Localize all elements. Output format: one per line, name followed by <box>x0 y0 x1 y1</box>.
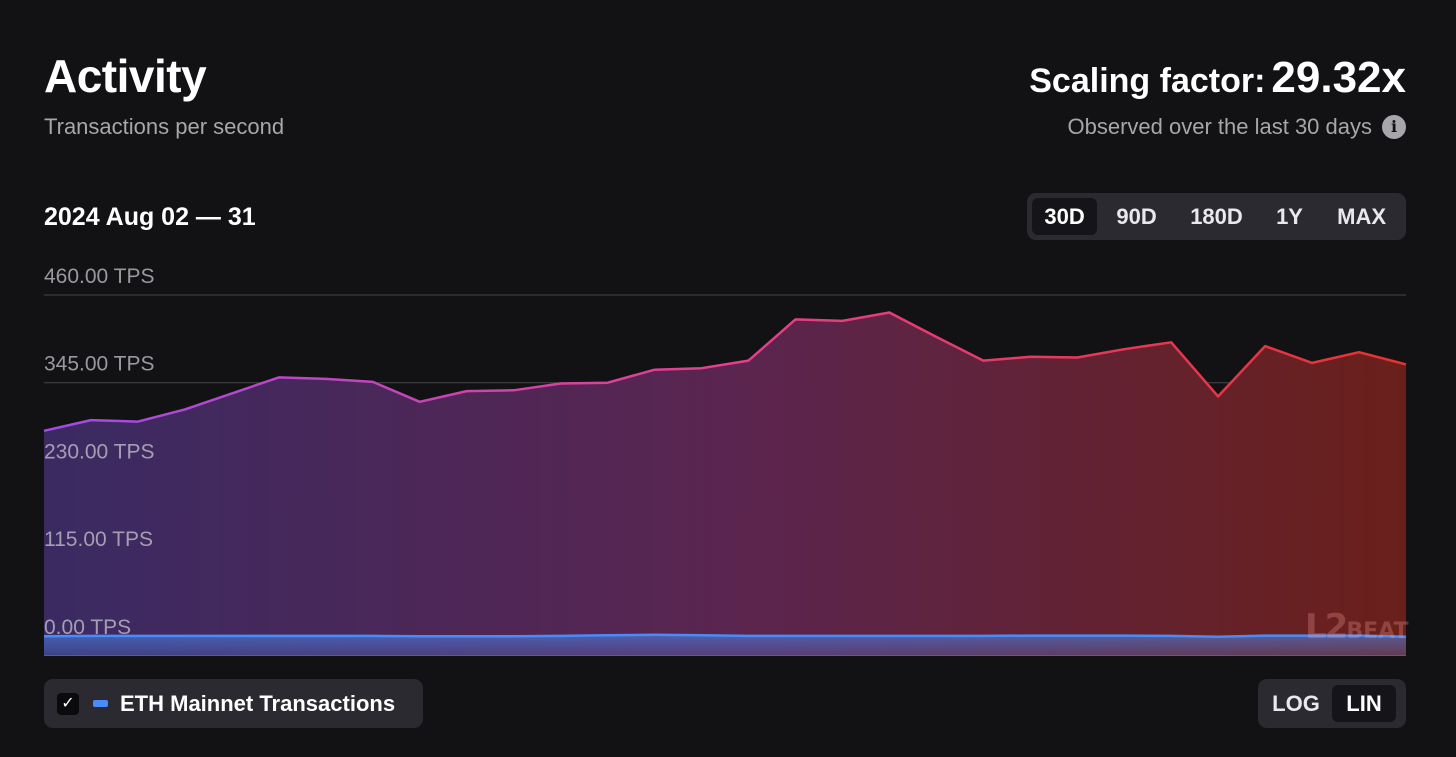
scale-log-button[interactable]: LOG <box>1272 691 1320 716</box>
eth-area-fill <box>44 634 1406 655</box>
area-layer <box>43 311 1407 655</box>
page-title: Activity <box>44 50 207 102</box>
eth-series-line <box>43 633 1407 638</box>
scaling-factor-label: Scaling factor: <box>1029 62 1266 100</box>
info-icon[interactable]: i <box>1382 115 1406 139</box>
date-range-label: 2024 Aug 02 — 31 <box>44 203 256 231</box>
scaling-factor-value: 29.32x <box>1271 53 1406 102</box>
tps-series-line <box>43 311 1407 433</box>
observed-period: Observed over the last 30 days i <box>1067 114 1406 140</box>
scale-lin-button[interactable]: LIN <box>1332 685 1396 722</box>
timeframe-max-button[interactable]: MAX <box>1337 204 1387 229</box>
scale-toggle: LOG LIN <box>1258 679 1406 728</box>
timeframe-30d-button[interactable]: 30D <box>1032 198 1098 235</box>
y-tick-label: 345.00 TPS <box>44 353 155 376</box>
y-tick-label: 115.00 TPS <box>44 528 153 551</box>
timeframe-1y-button[interactable]: 1Y <box>1276 204 1303 229</box>
y-tick-label: 230.00 TPS <box>44 440 155 463</box>
tps-area-fill <box>44 312 1406 655</box>
scaling-factor: Scaling factor: 29.32x <box>1029 52 1406 114</box>
legend-label: ETH Mainnet Transactions <box>120 690 396 716</box>
l2beat-watermark: L2BEAT <box>1305 607 1409 647</box>
legend-swatch <box>93 700 108 707</box>
observed-text: Observed over the last 30 days <box>1067 114 1373 139</box>
y-tick-label: 460.00 TPS <box>44 265 155 288</box>
y-tick-label: 0.00 TPS <box>44 616 131 639</box>
legend-checkbox[interactable]: ✓ <box>57 692 79 715</box>
timeframe-180d-button[interactable]: 180D <box>1190 204 1243 229</box>
timeframe-selector: 30D 90D 180D 1Y MAX <box>1027 193 1406 240</box>
timeframe-90d-button[interactable]: 90D <box>1116 204 1157 229</box>
y-tick-labels: 0.00 TPS 115.00 TPS 230.00 TPS 345.00 TPS 46… <box>44 265 155 639</box>
page-subtitle: Transactions per second <box>44 114 285 139</box>
legend-item-eth-mainnet[interactable]: ✓ ETH Mainnet Transactions <box>44 679 423 728</box>
